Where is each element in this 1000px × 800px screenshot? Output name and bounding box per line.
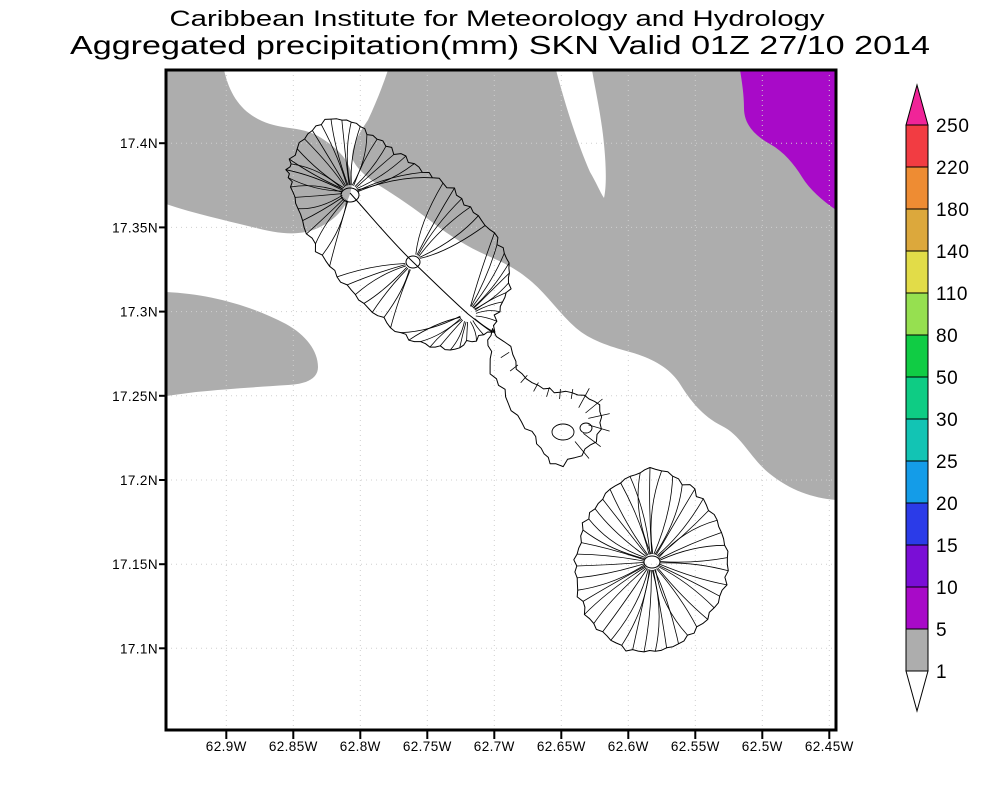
x-tick-label: 62.55W bbox=[671, 739, 720, 754]
x-tick-label: 62.45W bbox=[805, 739, 854, 754]
colorbar-label: 220 bbox=[936, 158, 970, 179]
y-tick-label: 17.4N bbox=[120, 136, 158, 151]
colorbar-segment bbox=[905, 250, 929, 294]
axis-ticks bbox=[159, 142, 831, 739]
x-tick-label: 62.5W bbox=[742, 739, 783, 754]
colorbar-label: 180 bbox=[936, 200, 970, 221]
y-tick-label: 17.15N bbox=[112, 557, 158, 572]
map-plot-area: 62.9W 62.85W 62.8W 62.75W 62.7W 62.65W 62.6W 62… bbox=[112, 68, 854, 754]
y-axis-labels: 17.4N 17.35N 17.3N 17.25N 17.2N 17.15N 17.1N bbox=[112, 136, 158, 656]
colorbar-segment bbox=[905, 166, 929, 210]
colorbar-label: 10 bbox=[936, 578, 958, 599]
colorbar-label: 25 bbox=[936, 452, 958, 473]
islands-st-kitts-and-nevis bbox=[285, 118, 729, 653]
colorbar-label: 5 bbox=[936, 620, 947, 641]
colorbar-label: 50 bbox=[936, 368, 958, 389]
y-tick-label: 17.35N bbox=[112, 220, 158, 235]
colorbar-label: 110 bbox=[936, 284, 968, 305]
x-tick-label: 62.9W bbox=[206, 739, 247, 754]
colorbar-label: 250 bbox=[936, 116, 970, 137]
figure-title-line1: Caribbean Institute for Meteorology and … bbox=[170, 6, 825, 31]
colorbar-under-arrow bbox=[905, 670, 929, 713]
colorbar-label: 140 bbox=[936, 242, 970, 263]
colorbar-label: 80 bbox=[936, 326, 958, 347]
salt-pond bbox=[551, 423, 575, 441]
colorbar-segment bbox=[905, 292, 929, 336]
colorbar-segment bbox=[905, 544, 929, 588]
colorbar-segment bbox=[905, 460, 929, 504]
x-tick-label: 62.7W bbox=[474, 739, 515, 754]
colorbar: 250 220 180 140 110 80 50 30 25 20 15 10 5 1 bbox=[905, 83, 970, 713]
crater-loop bbox=[340, 187, 360, 203]
colorbar-label: 15 bbox=[936, 536, 958, 557]
ridge-line bbox=[349, 192, 493, 333]
colorbar-segment bbox=[905, 418, 929, 462]
figure-title-line2: Aggregated precipitation(mm) SKN Valid 0… bbox=[70, 30, 930, 60]
st-kitts-southeast-peninsula bbox=[487, 328, 603, 468]
crater-loop bbox=[405, 255, 421, 269]
precip-region-5-10mm bbox=[740, 70, 836, 210]
x-tick-label: 62.85W bbox=[269, 739, 318, 754]
colorbar-segment bbox=[905, 334, 929, 378]
colorbar-segment bbox=[905, 376, 929, 420]
x-tick-label: 62.6W bbox=[608, 739, 649, 754]
colorbar-segment bbox=[905, 502, 929, 546]
y-tick-label: 17.1N bbox=[120, 641, 158, 656]
colorbar-segment bbox=[905, 124, 929, 168]
graticule bbox=[166, 70, 836, 730]
colorbar-label: 1 bbox=[936, 662, 947, 683]
x-tick-label: 62.65W bbox=[537, 739, 586, 754]
colorbar-label: 20 bbox=[936, 494, 958, 515]
x-tick-label: 62.8W bbox=[340, 739, 381, 754]
colorbar-segment bbox=[905, 208, 929, 252]
precip-region-1-5mm bbox=[166, 70, 836, 500]
colorbar-label: 30 bbox=[936, 410, 958, 431]
map-border bbox=[164, 68, 838, 732]
island-st-kitts-coastline bbox=[285, 118, 512, 351]
x-axis-labels: 62.9W 62.85W 62.8W 62.75W 62.7W 62.65W 62.6W 62… bbox=[206, 739, 854, 754]
colorbar-segment bbox=[905, 628, 929, 672]
y-tick-label: 17.25N bbox=[112, 389, 158, 404]
colorbar-over-arrow bbox=[905, 83, 929, 126]
crater-loop bbox=[643, 555, 661, 569]
x-tick-label: 62.75W bbox=[403, 739, 452, 754]
salt-pond bbox=[579, 422, 593, 434]
colorbar-segment bbox=[905, 586, 929, 630]
y-tick-label: 17.2N bbox=[120, 473, 158, 488]
y-tick-label: 17.3N bbox=[120, 305, 158, 320]
clear-gap bbox=[556, 70, 606, 198]
